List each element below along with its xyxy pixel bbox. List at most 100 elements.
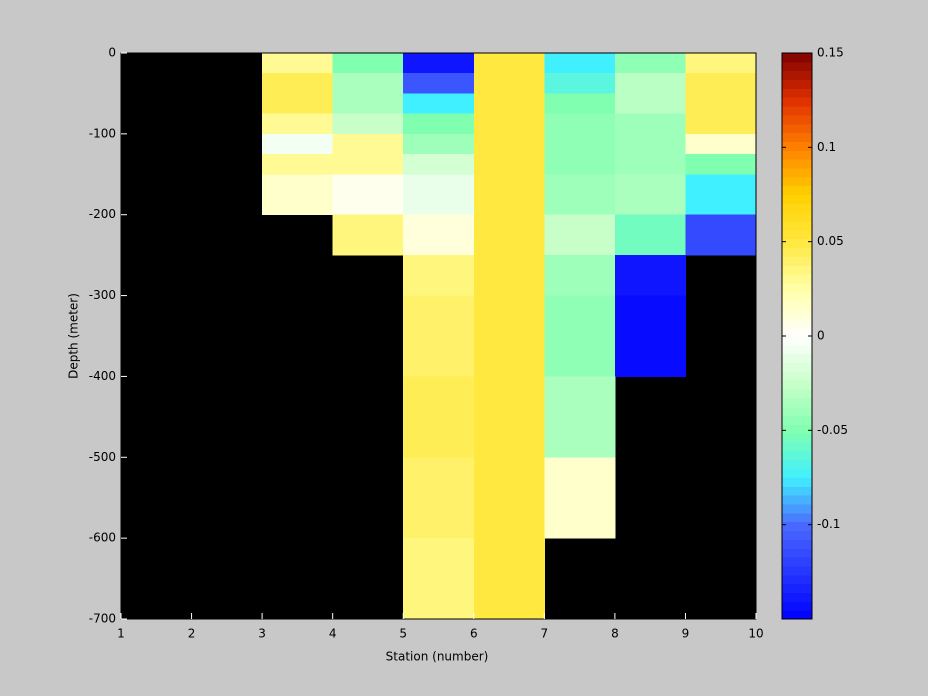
- heatmap-cell: [403, 53, 475, 74]
- heatmap-cell: [262, 133, 334, 155]
- x-tick-label: 6: [470, 627, 478, 641]
- heatmap-cell: [685, 113, 757, 135]
- heatmap-cell: [614, 53, 686, 74]
- colorbar-step: [782, 539, 812, 549]
- colorbar-step: [782, 238, 812, 249]
- heatmap-cell: [685, 53, 757, 74]
- colorbar-tick-label: -0.1: [817, 517, 840, 531]
- heatmap-cell: [544, 174, 616, 216]
- colorbar-step: [782, 486, 812, 496]
- colorbar-step: [782, 212, 812, 222]
- heatmap-cell: [332, 53, 404, 74]
- heatmap-cell: [473, 214, 545, 256]
- heatmap-cell: [473, 154, 545, 175]
- heatmap-cell: [332, 154, 404, 175]
- heatmap-cell: [614, 255, 686, 297]
- colorbar-step: [782, 167, 812, 178]
- colorbar-step: [782, 592, 812, 602]
- heatmap-cell: [544, 255, 616, 297]
- colorbar-step: [782, 362, 812, 372]
- x-tick-label: 1: [117, 627, 125, 641]
- colorbar-step: [782, 247, 812, 257]
- heatmap-cell: [614, 73, 686, 94]
- colorbar-step: [782, 601, 812, 611]
- colorbar-step: [782, 415, 812, 425]
- colorbar-step: [782, 141, 812, 151]
- y-tick-label: -400: [89, 369, 116, 383]
- heatmap-cell: [544, 295, 616, 377]
- colorbar-step: [782, 61, 812, 72]
- colorbar-step: [782, 185, 812, 195]
- y-tick-label: -600: [89, 531, 116, 545]
- heatmap-cell: [544, 53, 616, 74]
- colorbar-step: [782, 459, 812, 470]
- colorbar-step: [782, 176, 812, 187]
- heatmap-cell: [332, 133, 404, 155]
- colorbar-step: [782, 406, 812, 417]
- colorbar-step: [782, 70, 812, 81]
- colorbar-step: [782, 114, 812, 125]
- colorbar-step: [782, 442, 812, 452]
- heatmap-cell: [614, 93, 686, 115]
- colorbar-tick-label: 0.15: [817, 46, 844, 60]
- heatmap-cell: [685, 73, 757, 94]
- colorbar-step: [782, 79, 812, 89]
- colorbar-step: [782, 88, 812, 98]
- heatmap-cell: [614, 174, 686, 216]
- heatmap-cell: [614, 133, 686, 155]
- heatmap-cell: [262, 154, 334, 175]
- y-tick-label: -200: [89, 207, 116, 221]
- heatmap-cell: [332, 93, 404, 115]
- heatmap-cell: [614, 154, 686, 175]
- heatmap-cell: [403, 295, 475, 377]
- colorbar-tick-label: 0.05: [817, 234, 844, 248]
- heatmap-cell: [403, 376, 475, 458]
- colorbar-step: [782, 389, 812, 399]
- colorbar-step: [782, 150, 812, 160]
- x-tick-label: 5: [399, 627, 407, 641]
- colorbar-step: [782, 344, 812, 355]
- colorbar-step: [782, 574, 812, 585]
- heatmap-cell: [262, 73, 334, 94]
- x-tick-label: 7: [541, 627, 549, 641]
- x-tick-label: 9: [682, 627, 690, 641]
- heatmap-cell: [473, 53, 545, 74]
- colorbar-step: [782, 548, 812, 558]
- heatmap-cell: [473, 255, 545, 297]
- x-tick-label: 8: [611, 627, 619, 641]
- colorbar-step: [782, 221, 812, 231]
- heatmap-cell: [473, 457, 545, 539]
- colorbar-tick-label: 0.1: [817, 140, 836, 154]
- colorbar-step: [782, 123, 812, 134]
- heatmap-cell: [403, 73, 475, 94]
- heatmap-cell: [332, 214, 404, 256]
- colorbar-step: [782, 433, 812, 443]
- heatmap-cell: [544, 93, 616, 115]
- colorbar-step: [782, 282, 812, 293]
- colorbar-step: [782, 106, 812, 116]
- colorbar-step: [782, 336, 812, 346]
- heatmap-cell: [473, 538, 545, 620]
- colorbar-step: [782, 477, 812, 487]
- x-tick-label: 10: [748, 627, 763, 641]
- heatmap-cell: [473, 295, 545, 377]
- y-tick-label: -700: [89, 612, 116, 626]
- colorbar-step: [782, 291, 812, 302]
- colorbar-tick-label: -0.05: [817, 423, 848, 437]
- x-tick-label: 2: [188, 627, 196, 641]
- colorbar-step: [782, 380, 812, 390]
- colorbar-step: [782, 194, 812, 204]
- colorbar-step: [782, 450, 812, 461]
- heatmap-cell: [544, 376, 616, 458]
- heatmap-cell: [262, 174, 334, 216]
- colorbar-step: [782, 468, 812, 478]
- colorbar-step: [782, 353, 812, 364]
- heatmap-cell: [685, 93, 757, 115]
- heatmap-cell: [403, 154, 475, 175]
- heatmap-cell: [614, 113, 686, 135]
- colorbar-step: [782, 583, 812, 593]
- colorbar-step: [782, 256, 812, 266]
- colorbar-step: [782, 371, 812, 381]
- heatmap-cell: [473, 174, 545, 216]
